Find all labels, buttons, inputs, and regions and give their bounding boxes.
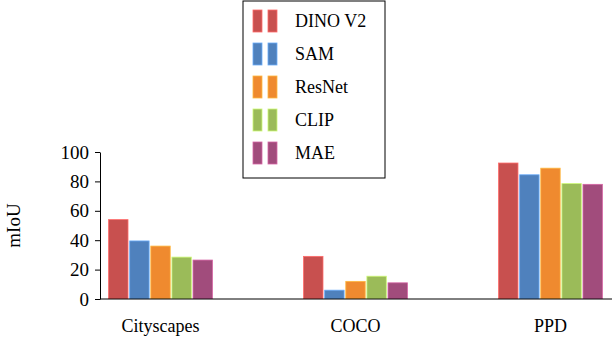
x-axis: Cityscapes COCO PPD <box>100 299 612 336</box>
bar <box>499 163 518 299</box>
legend-label: CLIP <box>295 110 334 130</box>
tick-label: 0 <box>80 289 90 310</box>
tick-label: 80 <box>70 171 89 192</box>
legend-item: MAE <box>253 142 335 164</box>
legend: DINO V2 SAM ResNet CLIP MAE <box>243 1 385 178</box>
tick: 100 <box>61 142 101 163</box>
bar <box>520 175 539 299</box>
tick: 20 <box>70 259 100 280</box>
legend-swatch <box>253 76 262 98</box>
legend-label: ResNet <box>295 77 348 97</box>
legend-label: MAE <box>295 143 335 163</box>
tick: PPD <box>534 299 567 336</box>
legend-swatch <box>253 142 262 164</box>
tick-label: PPD <box>534 316 567 336</box>
bar <box>541 168 560 299</box>
legend-swatch <box>253 109 262 131</box>
bar <box>193 260 212 299</box>
bar <box>151 246 170 299</box>
tick-label: Cityscapes <box>122 316 200 336</box>
legend-label: SAM <box>295 44 334 64</box>
legend-swatch <box>268 109 277 131</box>
bar <box>583 184 602 299</box>
tick-mark <box>95 240 100 241</box>
tick-mark <box>95 211 100 212</box>
bar <box>367 276 386 299</box>
legend-item: ResNet <box>253 76 348 98</box>
bar <box>172 257 191 299</box>
legend-swatch <box>268 142 277 164</box>
tick-mark <box>95 299 100 300</box>
tick-mark <box>95 270 100 271</box>
tick-label: 100 <box>61 142 90 163</box>
tick: Cityscapes <box>122 299 200 336</box>
bar <box>109 220 128 299</box>
tick-label: 40 <box>70 230 89 251</box>
legend-swatch <box>268 10 277 32</box>
legend-swatch <box>268 43 277 65</box>
bar <box>388 283 407 299</box>
legend-item: CLIP <box>253 109 334 131</box>
tick: 40 <box>70 230 100 251</box>
legend-swatch <box>253 43 262 65</box>
axis-line <box>100 153 101 300</box>
legend-swatch <box>268 76 277 98</box>
tick-label: 20 <box>70 259 89 280</box>
tick: 60 <box>70 200 100 221</box>
legend-label: DINO V2 <box>295 11 366 31</box>
bar <box>130 241 149 299</box>
tick-mark <box>95 152 100 153</box>
tick: COCO <box>330 299 380 336</box>
tick: 80 <box>70 171 100 192</box>
bar <box>346 281 365 299</box>
tick-label: 60 <box>70 200 89 221</box>
tick-mark <box>95 181 100 182</box>
legend-item: DINO V2 <box>253 10 366 32</box>
axis-line <box>100 299 612 300</box>
legend-swatch <box>253 10 262 32</box>
bars <box>109 163 603 299</box>
legend-item: SAM <box>253 43 334 65</box>
y-axis-title: mIoU <box>3 203 24 248</box>
chart: 0 20 40 60 80 100 Cityscapes COCO PPD mIoU DINO V2… <box>0 0 612 344</box>
tick: 0 <box>80 289 101 310</box>
legend-box <box>243 1 385 178</box>
y-axis: 0 20 40 60 80 100 <box>61 142 101 310</box>
bar <box>304 256 323 299</box>
tick-label: COCO <box>330 316 380 336</box>
bar <box>325 290 344 299</box>
bar <box>562 184 581 299</box>
